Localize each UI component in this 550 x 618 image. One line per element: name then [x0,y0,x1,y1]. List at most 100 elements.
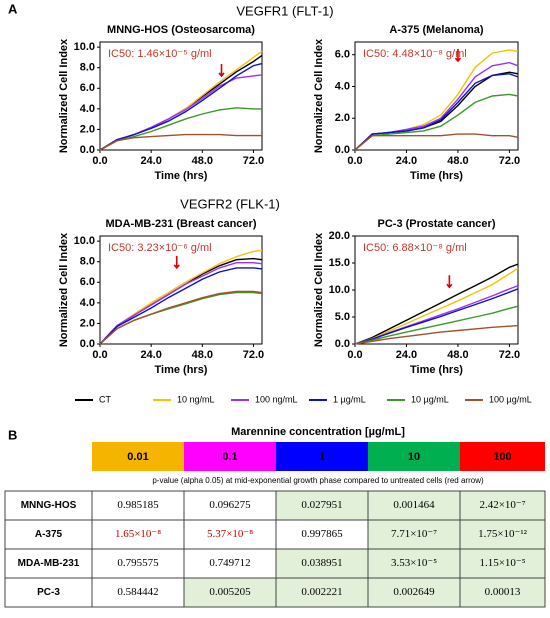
y-tick-label: 6.0 [80,276,95,288]
series-line [99,267,263,345]
table-cell [459,519,546,550]
x-tick-label: 72.0 [243,155,264,167]
red-arrow [173,255,180,270]
series-line [354,324,519,345]
x-tick-label: 48.0 [192,155,213,167]
legend-label: 10 µg/mL [411,394,449,404]
p-value: 0.985185 [117,499,159,511]
series-line [99,291,263,345]
concentration-swatch [276,442,368,471]
x-tick-label: 72.0 [499,349,520,361]
panel-label: A [8,1,18,16]
x-tick-label: 0.0 [347,155,362,167]
ic50-annotation: IC50: 4.48×10⁻⁸ g/ml [363,48,467,60]
p-value: 0.001464 [393,499,435,511]
concentration-label: 100 [493,451,511,463]
y-tick-label: 5.0 [335,311,350,323]
series-line [99,262,263,345]
p-value: 0.997865 [301,528,343,540]
y-tick-label: 4.0 [80,297,95,309]
red-arrow [446,275,453,289]
x-tick-label: 48.0 [192,349,213,361]
p-value: 5.37×10⁻⁸ [207,528,253,540]
x-axis-label: Time (hrs) [410,170,463,182]
ic50-annotation: IC50: 6.88×10⁻⁸ g/ml [363,242,467,254]
series-line [354,267,519,345]
series-line [99,133,262,151]
ic50-annotation: IC50: 3.23×10⁻⁶ g/ml [108,242,212,254]
series-line [354,71,519,151]
series-line [99,62,263,151]
table-cell [4,490,93,521]
x-tick-label: 48.0 [447,349,468,361]
p-value: 0.038951 [301,557,342,569]
p-value: 3.53×10⁻⁵ [391,557,437,569]
x-tick-label: 24.0 [140,155,161,167]
red-arrow [218,63,225,78]
p-value: 0.005205 [209,586,251,598]
table-cell [183,577,277,608]
legend-label: 1 µg/mL [333,394,366,404]
y-tick-label: 10.0 [74,235,95,247]
series-line [99,257,263,345]
table-subtitle: p-value (alpha 0.05) at mid-exponential … [152,476,484,485]
x-axis-label: Time (hrs) [410,364,463,376]
row-name: MDA-MB-231 [18,558,80,569]
table-cell [367,577,461,608]
x-tick-label: 48.0 [447,155,468,167]
series-line [99,249,263,345]
legend-label: 100 ng/mL [255,394,298,404]
y-tick-label: 6.0 [80,82,95,94]
chart-title: A-375 (Melanoma) [389,24,483,36]
row-name: PC-3 [37,587,60,598]
red-arrow [454,49,462,63]
table-cell [91,548,185,579]
p-value: 0.002649 [393,586,435,598]
p-value: 0.027951 [301,499,342,511]
table-cell [275,577,369,608]
chart-title: MNNG-HOS (Osteosarcoma) [107,24,255,36]
p-value: 1.65×10⁻⁸ [115,528,161,540]
table-cell [183,548,277,579]
chart-title: PC-3 (Prostate cancer) [378,218,496,230]
x-tick-label: 0.0 [347,349,362,361]
series-line [354,93,519,151]
x-tick-label: 24.0 [396,349,417,361]
concentration-label: 10 [408,451,420,463]
series-line [354,263,519,345]
y-tick-label: 0.0 [335,144,350,156]
concentration-swatch [184,442,276,471]
x-tick-label: 0.0 [92,155,107,167]
y-axis-label: Normalized Cell Index [58,232,70,347]
x-tick-label: 0.0 [92,349,107,361]
plot-frame [99,41,263,151]
y-tick-label: 10.0 [329,284,350,296]
table-cell [459,548,546,579]
series-line [354,73,519,151]
concentration-swatch [368,442,460,471]
legend-label: 100 µg/mL [489,394,532,404]
y-axis-label: Normalized Cell Index [313,232,325,347]
p-value: 0.096275 [209,499,251,511]
y-axis-label: Normalized Cell Index [58,38,70,153]
p-value: 0.749712 [209,557,250,569]
panel-label: B [8,427,17,442]
legend-label: 10 ng/mL [177,394,215,404]
concentration-swatch [460,442,545,471]
x-tick-label: 72.0 [243,349,264,361]
heading: Marennine concentration [µg/mL] [231,426,405,438]
table-cell [275,519,369,550]
table-cell [367,490,461,521]
y-tick-label: 6.0 [335,49,350,61]
table-cell [275,548,369,579]
row-name: MNNG-HOS [21,500,77,511]
y-axis-label: Normalized Cell Index [313,38,325,153]
p-value: 0.584442 [117,586,158,598]
y-tick-label: 4.0 [335,80,350,92]
table-cell [459,577,546,608]
y-tick-label: 2.0 [80,317,95,329]
group-title: VEGFR2 (FLK-1) [180,196,280,211]
series-line [99,290,263,345]
series-line [354,305,519,345]
